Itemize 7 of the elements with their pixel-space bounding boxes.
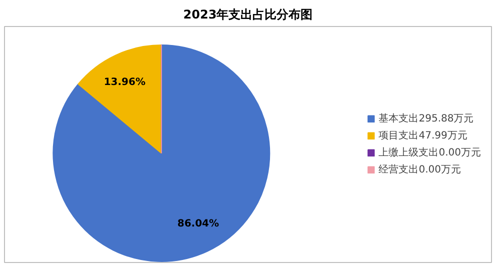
chart-title: 2023年支出占比分布图 <box>183 8 313 22</box>
legend-label: 经营支出0.00万元 <box>378 163 461 176</box>
data-label: 13.96% <box>104 77 146 88</box>
legend-label: 上缴上级支出0.00万元 <box>378 146 481 160</box>
data-label: 86.04% <box>177 218 220 230</box>
legend-label: 基本支出295.88万元 <box>378 112 474 126</box>
legend-label: 项目支出47.99万元 <box>378 129 468 142</box>
